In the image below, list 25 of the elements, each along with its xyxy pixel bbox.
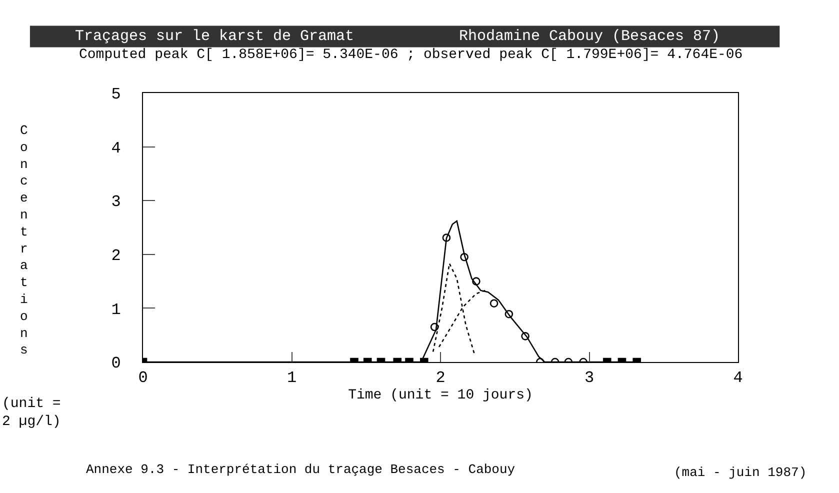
y-tick-label: 3 [111,193,121,212]
chart-subtitle: Computed peak C[ 1.858E+06]= 5.340E-06 ; observed peak C[ 1.799E+06]= 4.764E-06 [79,47,743,63]
y-tick-label: 1 [111,300,121,319]
x-tick-label: 1 [286,369,297,388]
text: (unit = 2 µg/l) [2,396,61,430]
point [430,322,439,332]
x-tick-label: 0 [138,369,148,388]
point [490,299,498,308]
x-tick-label: 4 [733,369,743,388]
x-tick-label: 2 [436,369,446,388]
text: Annexe 9.3 - Interprétation du traçage Besaces - Cabouy [86,462,516,477]
x-axis-title: Time (unit = 10 jours) [348,388,533,404]
text: Rhodamine Cabouy (Besaces 87) [459,28,720,45]
x-tick-label: 3 [584,369,594,388]
y-tick-label: 4 [111,139,121,158]
point [472,277,480,286]
text: Concentrations [20,123,28,358]
point [460,252,468,262]
chart-title: Traçages sur le karst de Gramat [75,28,354,45]
point [504,310,514,318]
y-tick-label: 2 [111,247,121,265]
text: (mai - juin 1987) [674,465,807,480]
point [442,234,451,242]
y-tick-label: 0 [111,354,121,373]
y-tick-label: 5 [111,86,121,104]
